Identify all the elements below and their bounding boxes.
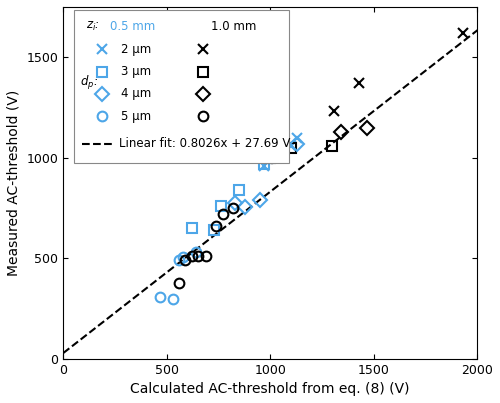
Y-axis label: Measured AC-threshold (V): Measured AC-threshold (V) [7,89,21,276]
X-axis label: Calculated AC-threshold from eq. (8) (V): Calculated AC-threshold from eq. (8) (V) [130,382,410,396]
